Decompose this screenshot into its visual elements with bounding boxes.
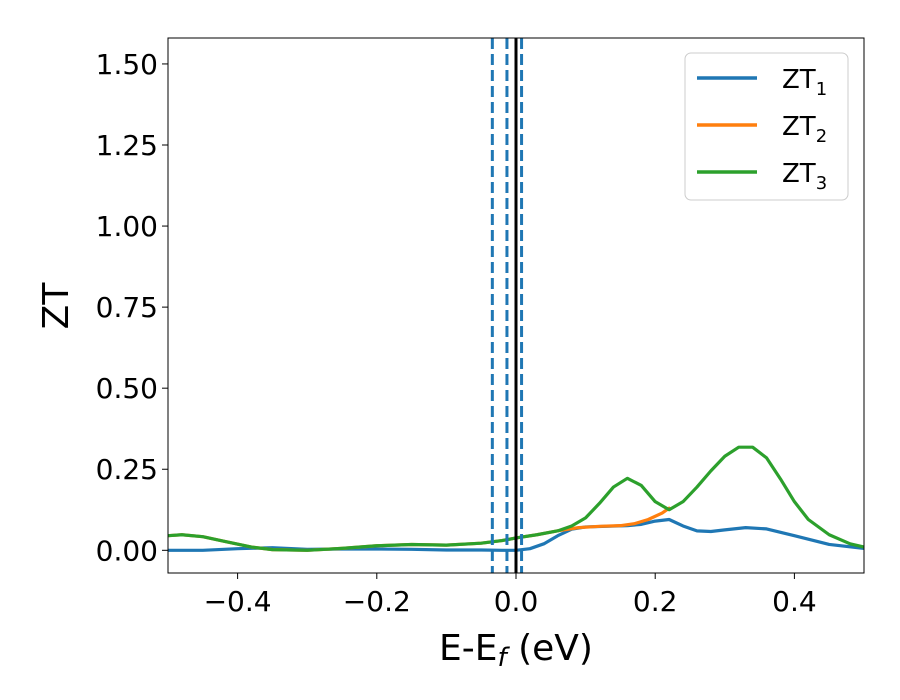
legend-items: ZT1 ZT2 ZT3 xyxy=(697,65,827,194)
legend-label-zt1: ZT1 xyxy=(782,65,827,100)
x-tick-label: −0.2 xyxy=(343,585,411,618)
x-axis-title: E-Ef (eV) xyxy=(439,628,593,673)
vertical-lines-layer xyxy=(490,38,524,573)
y-tick-label: 1.25 xyxy=(96,129,158,162)
x-tick-label: 0.0 xyxy=(494,585,539,618)
series-layer xyxy=(168,445,864,552)
y-tick-label: 1.00 xyxy=(96,210,158,243)
y-tick-label: 0.00 xyxy=(96,534,158,567)
series-line-zt3 xyxy=(168,445,864,552)
y-axis-title: ZT xyxy=(36,282,77,330)
y-tick-label: 0.25 xyxy=(96,453,158,486)
legend-box xyxy=(684,52,849,201)
legend: ZT1 ZT2 ZT3 xyxy=(684,52,849,201)
y-tick-label: 0.50 xyxy=(96,372,158,405)
y-tick-label: 0.75 xyxy=(96,291,158,324)
legend-label-zt3: ZT3 xyxy=(782,159,827,194)
legend-label-zt2: ZT2 xyxy=(782,112,827,147)
x-tick-label: 0.4 xyxy=(772,585,817,618)
x-ticks: −0.4 −0.2 0.0 0.2 0.4 xyxy=(204,573,817,618)
x-tick-label: −0.4 xyxy=(204,585,272,618)
y-ticks: 0.00 0.25 0.50 0.75 1.00 1.25 1.50 xyxy=(96,48,168,567)
y-tick-label: 1.50 xyxy=(96,48,158,81)
x-tick-label: 0.2 xyxy=(633,585,678,618)
